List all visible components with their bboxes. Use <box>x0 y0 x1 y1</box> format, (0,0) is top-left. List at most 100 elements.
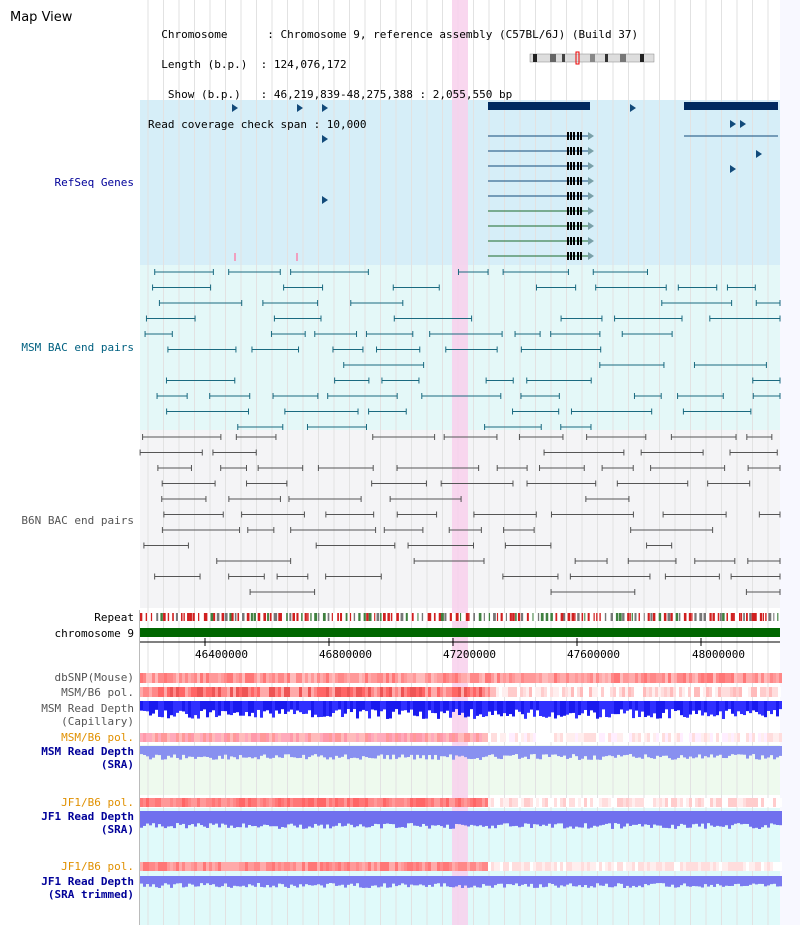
track-label-jf1-b6-pol-1[interactable]: JF1/B6 pol. <box>61 796 134 809</box>
capillary-depth <box>707 701 710 717</box>
capillary-depth <box>299 701 302 713</box>
jf1-sra-depth <box>437 811 440 826</box>
jf1-pol-strip <box>440 798 443 807</box>
track-label-msm-b6-pol-2[interactable]: MSM/B6 pol. <box>61 731 134 744</box>
capillary-depth <box>551 701 554 713</box>
repeat-element <box>224 613 228 621</box>
jf1-pol-strip <box>155 798 158 807</box>
dbsnp-strip <box>767 673 770 683</box>
track-label-repeat[interactable]: Repeat <box>94 611 134 624</box>
jf1-sra-depth <box>146 811 149 824</box>
track-label-dbsnp[interactable]: dbSNP(Mouse) <box>54 671 134 684</box>
jf1-sra-depth <box>524 811 527 824</box>
jf1-pol2-strip <box>269 862 272 871</box>
track-label-msm-b6-pol-1[interactable]: MSM/B6 pol. <box>61 686 134 699</box>
track-label-refseq[interactable]: RefSeq Genes <box>54 176 134 189</box>
track-label-msm-bac[interactable]: MSM BAC end pairs <box>21 341 134 354</box>
dbsnp-strip <box>254 673 257 683</box>
msm-sra-depth <box>419 746 422 759</box>
jf1-pol2-strip <box>200 862 203 871</box>
capillary-depth <box>554 701 557 719</box>
msm-pol2-strip <box>590 733 593 742</box>
track-label-msm-depth-sra[interactable]: MSM Read Depth <box>41 745 134 758</box>
jf1-pol-strip <box>707 798 710 807</box>
jf1-pol2-strip <box>737 862 740 871</box>
jf1-sra-depth <box>707 811 710 824</box>
jf1-sra-depth <box>533 811 536 825</box>
jf1-trimmed-depth <box>578 876 581 886</box>
dbsnp-strip <box>572 673 575 683</box>
jf1-sra-depth <box>671 811 674 825</box>
jf1-sra-depth <box>584 811 587 824</box>
jf1-pol-strip <box>719 798 722 807</box>
dbsnp-strip <box>656 673 659 683</box>
jf1-sra-depth <box>518 811 521 828</box>
msm-pol2-strip <box>329 733 332 742</box>
capillary-depth <box>602 701 605 710</box>
dbsnp-strip <box>713 673 716 683</box>
jf1-pol-strip <box>158 798 161 807</box>
jf1-pol-strip <box>509 798 512 807</box>
repeat-element <box>292 613 295 621</box>
jf1-pol-strip <box>299 798 302 807</box>
dbsnp-strip <box>497 673 500 683</box>
jf1-sra-depth <box>155 811 158 828</box>
exon <box>580 132 582 140</box>
jf1-sra-depth <box>563 811 566 829</box>
track-label-b6n-bac[interactable]: B6N BAC end pairs <box>21 514 134 527</box>
repeat-element <box>663 613 667 621</box>
jf1-pol2-strip <box>572 862 575 871</box>
capillary-depth <box>293 701 296 715</box>
msm-sra-depth <box>218 746 221 756</box>
track-label-jf1-depth-trimmed[interactable]: JF1 Read Depth <box>41 875 134 888</box>
track-label-jf1-depth-sra[interactable]: JF1 Read Depth <box>41 810 134 823</box>
msm-pol-strip <box>464 687 467 697</box>
capillary-depth <box>185 701 188 715</box>
msm-sra-depth <box>710 746 713 755</box>
msm-sra-depth <box>473 746 476 759</box>
jf1-trimmed-depth <box>389 876 392 888</box>
jf1-sra-depth <box>746 811 749 824</box>
msm-pol-strip <box>170 687 173 697</box>
track-label-msm-depth-capillary[interactable]: MSM Read Depth <box>41 702 134 715</box>
msm-pol2-strip <box>725 733 728 742</box>
msm-pol2-strip <box>578 733 581 742</box>
capillary-depth <box>731 701 734 714</box>
msm-pol-strip <box>562 687 565 697</box>
jf1-trimmed-depth <box>377 876 380 888</box>
jf1-sra-depth <box>626 811 629 824</box>
jf1-trimmed-depth <box>188 876 191 884</box>
jf1-pol2-strip <box>347 862 350 871</box>
msm-pol-strip <box>595 687 598 697</box>
msm-pol-strip <box>425 687 428 697</box>
jf1-trimmed-depth <box>569 876 572 884</box>
repeat-element <box>331 613 333 621</box>
msm-pol2-strip <box>689 733 692 742</box>
msm-pol-strip <box>302 687 305 697</box>
jf1-sra-depth <box>470 811 473 825</box>
dbsnp-strip <box>326 673 329 683</box>
jf1-pol2-strip <box>245 862 248 871</box>
jf1-sra-depth <box>659 811 662 826</box>
msm-sra-depth <box>506 746 509 756</box>
capillary-depth <box>752 701 755 711</box>
dbsnp-strip <box>680 673 683 683</box>
jf1-trimmed-depth <box>398 876 401 886</box>
repeat-track <box>140 613 780 621</box>
dbsnp-strip <box>764 673 767 683</box>
jf1-pol-strip <box>296 798 299 807</box>
dbsnp-strip <box>539 673 542 683</box>
track-label-jf1-b6-pol-2[interactable]: JF1/B6 pol. <box>61 860 134 873</box>
jf1-pol-strip <box>728 798 731 807</box>
msm-pol-strip <box>284 687 287 697</box>
jf1-pol-strip <box>422 798 425 807</box>
repeat-element <box>545 613 549 621</box>
jf1-pol2-strip <box>629 862 632 871</box>
msm-pol2-strip <box>272 733 275 742</box>
capillary-depth <box>281 701 284 710</box>
jf1-pol2-strip <box>599 862 602 871</box>
msm-pol-strip <box>496 687 499 697</box>
msm-pol-strip <box>446 687 449 697</box>
jf1-sra-depth <box>227 811 230 828</box>
